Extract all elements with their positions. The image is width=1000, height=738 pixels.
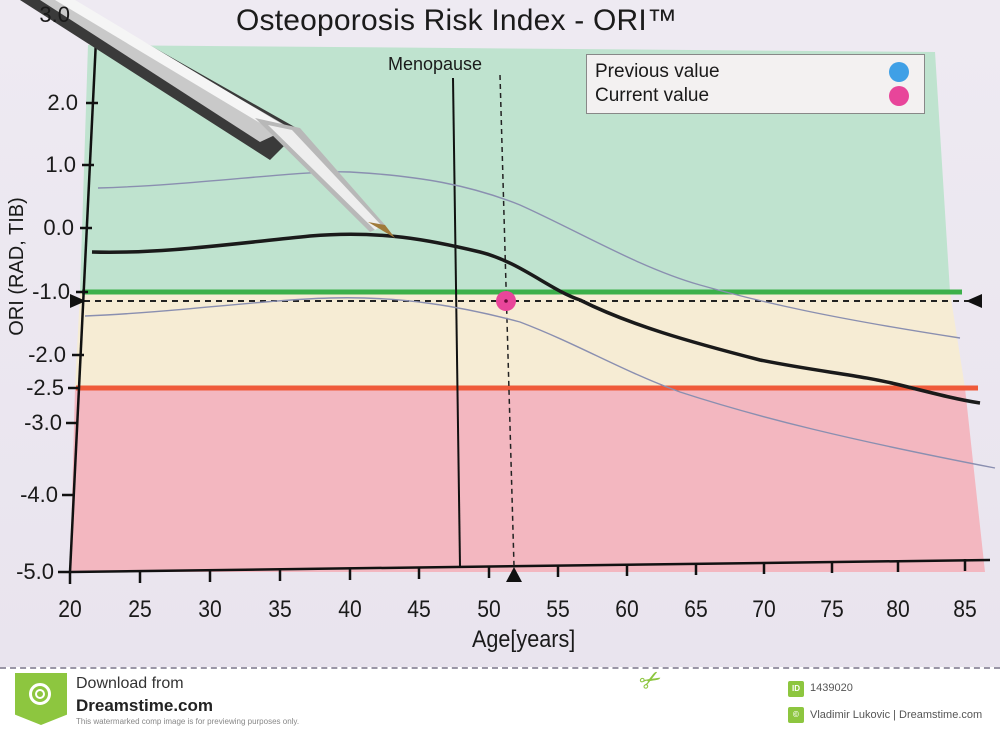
- y-axis: [68, 39, 98, 573]
- legend-current-label: Current value: [595, 85, 710, 106]
- y-tick-label: 2.0: [47, 90, 78, 115]
- menopause-label: Menopause: [388, 54, 483, 74]
- x-tick-label: 35: [268, 596, 292, 623]
- x-tick-label: 20: [58, 596, 82, 623]
- x-tick-label: 45: [407, 596, 431, 623]
- dreamstime-logo-icon: [15, 673, 67, 725]
- image-id: 1439020: [810, 682, 853, 694]
- previous-value-dot-icon: [889, 62, 909, 82]
- pen-image: [20, 0, 395, 238]
- x-tick-label: 60: [615, 596, 639, 623]
- copyright-icon: ©: [788, 707, 804, 723]
- lower-band-curve: [84, 297, 996, 469]
- watermark-footer: Download from Dreamstime.com This waterm…: [0, 662, 1000, 738]
- author-credit: Vladimir Lukovic | Dreamstime.com: [810, 709, 983, 721]
- scissors-icon: ✂: [633, 661, 668, 699]
- y-tick-label: 0.0: [43, 215, 74, 240]
- x-tick-label: 30: [198, 596, 222, 623]
- upper-band-curve: [97, 171, 961, 339]
- x-tick-label: 65: [684, 596, 708, 623]
- x-tick-label: 85: [953, 596, 977, 623]
- x-axis-label: Age[years]: [472, 626, 576, 653]
- x-tick-label: 70: [752, 596, 776, 623]
- chart-title: Osteoporosis Risk Index - ORI™: [236, 4, 678, 37]
- current-value-dot-icon: [889, 86, 909, 106]
- y-ticks: [58, 101, 98, 574]
- x-tick-label: 75: [820, 596, 844, 623]
- legend-previous-label: Previous value: [595, 61, 720, 82]
- x-ticks: [68, 559, 967, 584]
- x-tick-label: 40: [338, 596, 362, 623]
- x-axis: [69, 558, 991, 574]
- age-marker-arrow: [506, 567, 522, 582]
- site-name-link[interactable]: Dreamstime.com: [76, 696, 214, 715]
- left-level-arrow: [70, 294, 86, 308]
- x-tick-label: 50: [477, 596, 501, 623]
- preview-notice: This watermarked comp image is for previ…: [76, 717, 300, 726]
- y-tick-label: -5.0: [16, 559, 54, 584]
- y-tick-label: -1.0: [32, 279, 70, 304]
- y-tick-label: 1.0: [45, 152, 76, 177]
- right-level-arrow: [966, 294, 982, 308]
- x-tick-label: 25: [128, 596, 152, 623]
- chart-photo: Osteoporosis Risk Index - ORI™ Menopause…: [0, 0, 1000, 667]
- x-tick-label: 55: [546, 596, 570, 623]
- chart-legend: Previous value Current value: [586, 54, 925, 114]
- y-tick-label: -2.0: [28, 342, 66, 367]
- mean-curve: [91, 232, 981, 405]
- osteoporosis-zone: [70, 388, 985, 572]
- download-from-text: Download from: [76, 675, 184, 692]
- y-tick-label: 3.0: [39, 2, 70, 27]
- x-tick-label: 80: [886, 596, 910, 623]
- current-age-dashed-line: [499, 74, 515, 567]
- osteopenia-zone: [75, 292, 965, 388]
- y-tick-label: -3.0: [24, 410, 62, 435]
- id-badge-icon: ID: [788, 681, 804, 697]
- menopause-line: [452, 77, 461, 567]
- y-tick-label: -2.5: [26, 375, 64, 400]
- y-tick-label: -4.0: [20, 482, 58, 507]
